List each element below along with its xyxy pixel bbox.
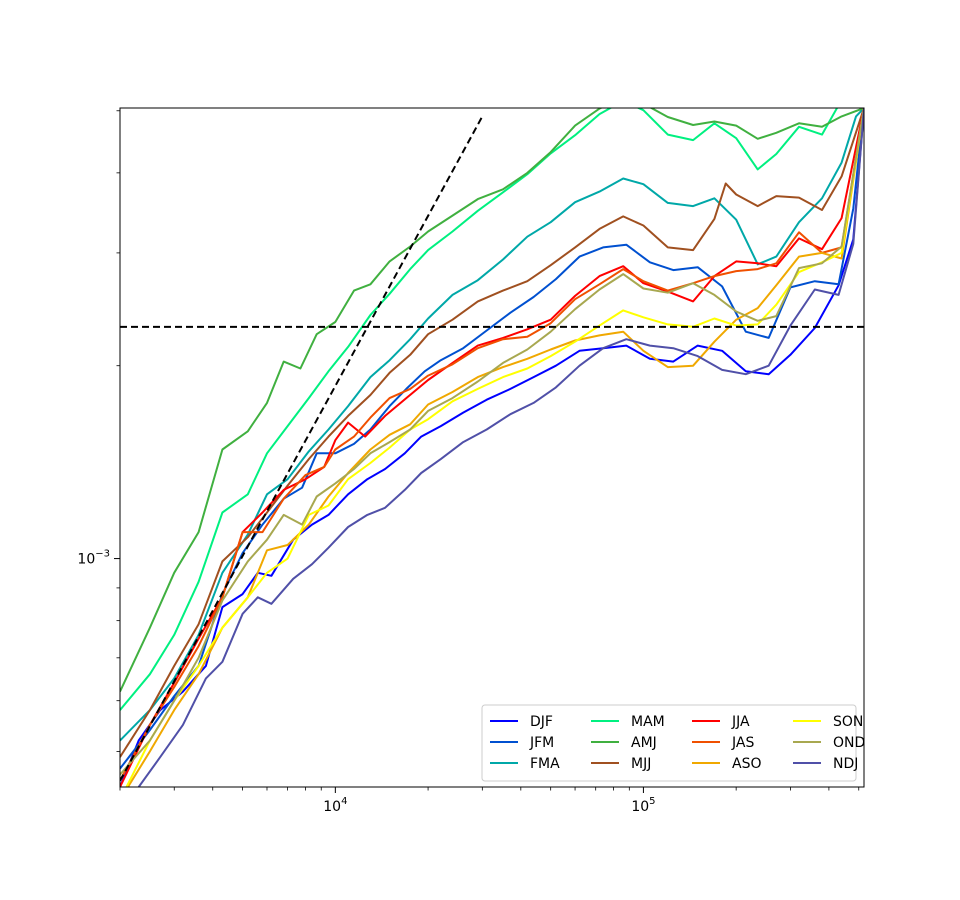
series-layer (120, 108, 864, 787)
x-tick-label: 104 (323, 796, 347, 815)
reference-lines (120, 115, 864, 782)
x-tick-label: 105 (631, 796, 655, 815)
legend-label-amj: AMJ (631, 735, 657, 751)
axis-ticks: 104 105 10−3 (77, 110, 860, 815)
series-line-mjj (120, 108, 864, 758)
series-line-jja (120, 108, 864, 787)
legend-label-mjj: MJJ (631, 756, 651, 772)
legend-label-ond: OND (833, 735, 865, 751)
series-line-ndj (137, 108, 864, 787)
series-line-amj (120, 108, 864, 693)
legend-label-jas: JAS (731, 735, 754, 751)
series-line-jas (120, 108, 864, 782)
legend-label-mam: MAM (631, 714, 665, 730)
series-line-jfm (120, 108, 864, 770)
slope-reference-line (120, 115, 484, 782)
series-line-djf (120, 108, 864, 787)
series-line-son (125, 108, 864, 787)
legend: DJF JFM FMA MAM AMJ MJJ JJA JAS ASO SON OND NDJ (481, 704, 865, 782)
y-tick-label: 10−3 (77, 549, 110, 568)
legend-label-ndj: NDJ (833, 756, 858, 772)
series-line-ond (120, 108, 864, 776)
legend-label-son: SON (833, 714, 863, 730)
series-line-mam (120, 108, 864, 711)
series-line-fma (120, 108, 864, 742)
legend-label-djf: DJF (530, 714, 553, 730)
legend-label-jfm: JFM (529, 735, 554, 751)
legend-label-aso: ASO (732, 756, 761, 772)
legend-label-jja: JJA (731, 714, 750, 730)
legend-label-fma: FMA (530, 756, 560, 772)
legend-box (481, 704, 857, 782)
plot-frame (119, 107, 865, 788)
